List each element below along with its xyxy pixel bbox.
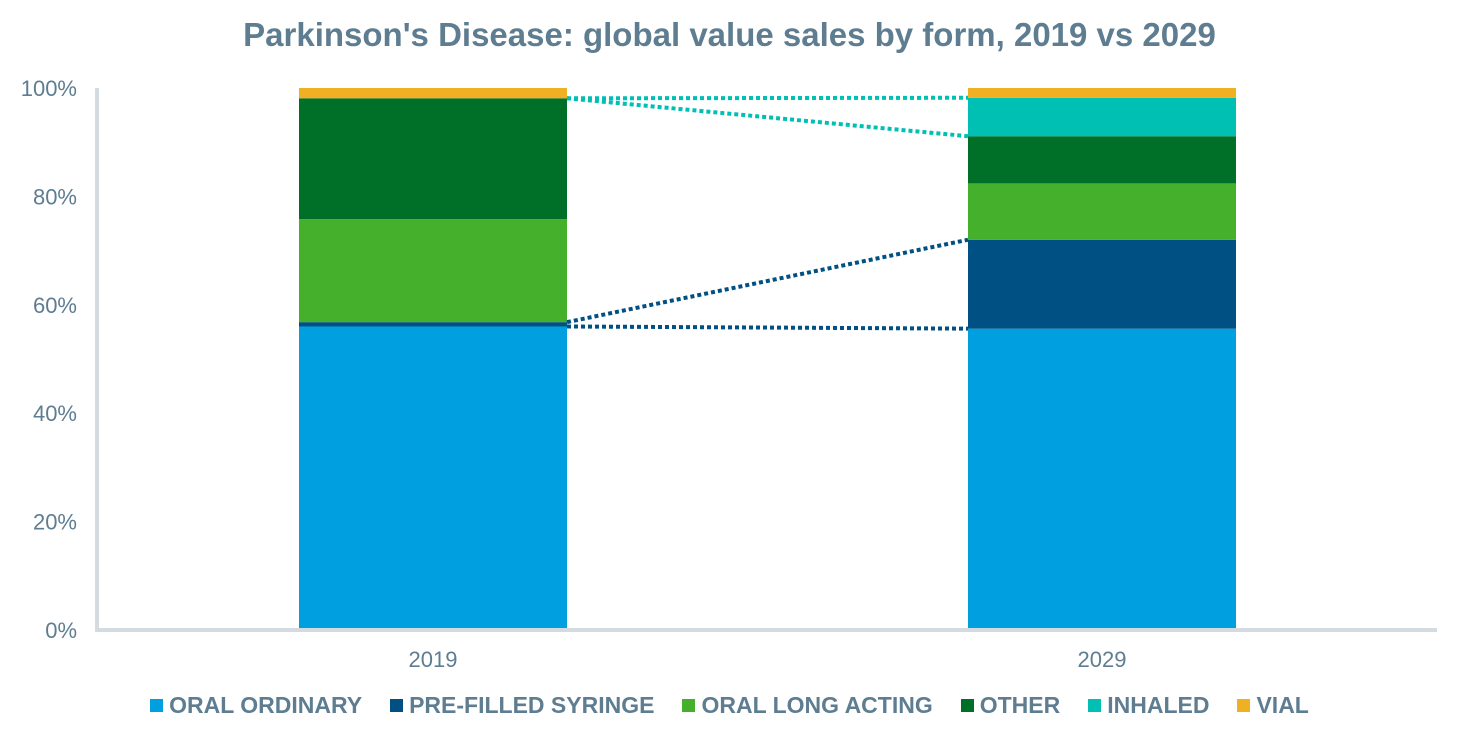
connector-pre-filled-syringe-top: [566, 237, 969, 325]
bars-layer: [299, 88, 1236, 630]
y-tick-label: 60%: [33, 293, 77, 318]
legend-label: ORAL LONG ACTING: [701, 692, 933, 718]
bar-segment-vial-2029: [968, 88, 1236, 98]
connector-pre-filled-syringe-bottom: [566, 324, 969, 331]
x-tick-label: 2029: [1078, 647, 1127, 672]
legend-swatch: [682, 699, 696, 712]
y-tick-label: 100%: [21, 76, 77, 101]
legend-swatch: [960, 699, 974, 712]
bar-segment-other-2019: [299, 98, 567, 220]
legend-swatch: [1088, 699, 1102, 712]
tick-labels: 0% 20% 40% 60% 80% 100% 2019 2029: [21, 76, 1127, 672]
legend-label: VIAL: [1256, 692, 1309, 718]
legend-swatch: [1237, 699, 1251, 712]
legend-swatch: [390, 699, 404, 712]
y-tick-label: 0%: [45, 618, 77, 643]
y-tick-label: 80%: [33, 184, 77, 209]
legend-label: INHALED: [1107, 692, 1210, 718]
chart-title: Parkinson's Disease: global value sales …: [243, 16, 1216, 53]
bar-segment-inhaled-2029: [968, 97, 1236, 137]
y-tick-label: 40%: [33, 401, 77, 426]
bar-segment-oral-long-acting-2029: [968, 183, 1236, 240]
x-tick-label: 2019: [409, 647, 458, 672]
legend-item-oral-long-acting: ORAL LONG ACTING: [682, 692, 933, 719]
legend-label: OTHER: [979, 692, 1061, 718]
bar-segment-pre-filled-syringe-2019: [299, 322, 567, 327]
bar-segment-vial-2019: [299, 88, 567, 99]
bar-segment-oral-ordinary-2019: [299, 326, 567, 630]
connector-inhaled-bottom: [566, 96, 969, 139]
connector-lines: [566, 95, 969, 331]
legend-item-other: OTHER: [960, 692, 1061, 719]
legend: ORAL ORDINARY PRE-FILLED SYRINGE ORAL LONG…: [0, 692, 1459, 719]
bar-segment-oral-long-acting-2019: [299, 219, 567, 323]
stacked-bar-chart: 0% 20% 40% 60% 80% 100% 2019 2029: [21, 76, 1437, 672]
y-tick-label: 20%: [33, 510, 77, 535]
legend-label: PRE-FILLED SYRINGE: [409, 692, 655, 718]
axes: [95, 88, 1437, 632]
legend-item-oral-ordinary: ORAL ORDINARY: [150, 692, 362, 719]
legend-item-pre-filled-syringe: PRE-FILLED SYRINGE: [390, 692, 654, 719]
connector-inhaled-top: [566, 95, 969, 101]
bar-segment-pre-filled-syringe-2029: [968, 239, 1236, 329]
bar-segment-oral-ordinary-2029: [968, 328, 1236, 630]
legend-item-inhaled: INHALED: [1088, 692, 1209, 719]
legend-swatch: [150, 699, 164, 712]
legend-label: ORAL ORDINARY: [169, 692, 363, 718]
legend-item-vial: VIAL: [1237, 692, 1309, 719]
bar-segment-other-2029: [968, 136, 1236, 184]
